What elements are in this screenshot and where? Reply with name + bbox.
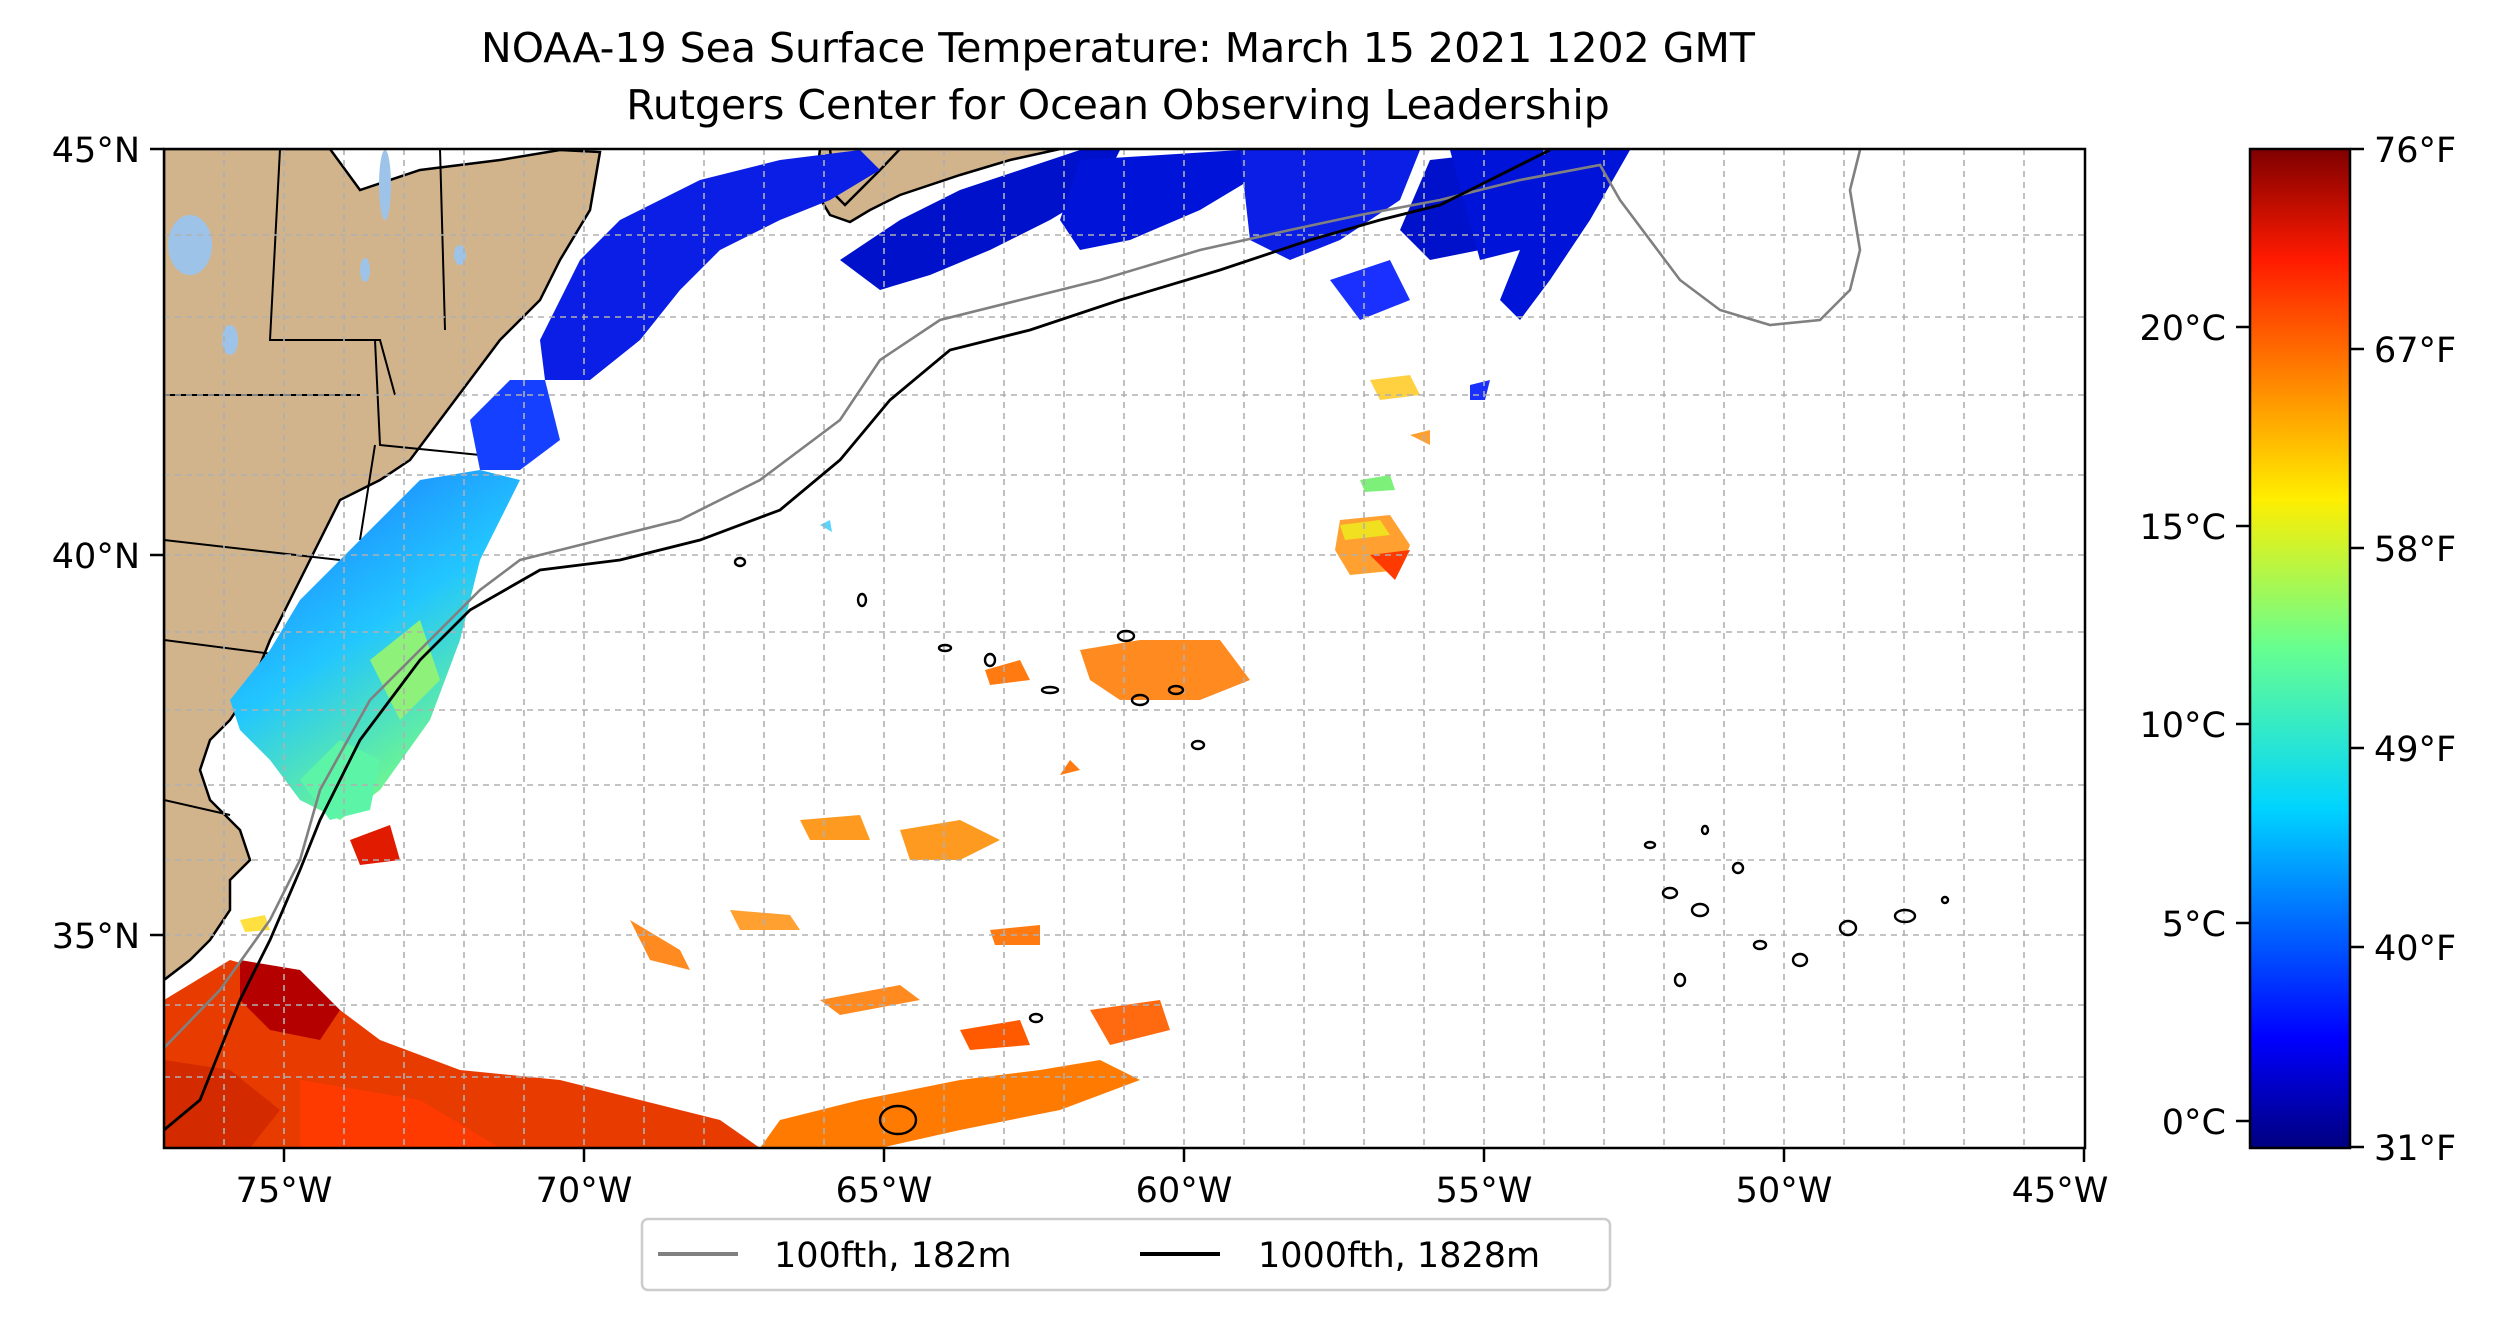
lakes bbox=[168, 150, 466, 355]
lat-tick-label: 40°N bbox=[52, 537, 140, 577]
legend-label-100fth: 100fth, 182m bbox=[774, 1236, 1012, 1276]
colorbar-c-label: 15°C bbox=[2140, 508, 2226, 548]
colorbar-c-label: 5°C bbox=[2162, 905, 2226, 945]
map-grid bbox=[164, 149, 2085, 1148]
lon-tick-label: 60°W bbox=[1136, 1171, 1233, 1211]
lat-tick-label: 45°N bbox=[52, 131, 140, 171]
seamount-contours bbox=[733, 556, 1950, 1136]
map-frame bbox=[162, 147, 2087, 1150]
colorbar-gradient bbox=[2248, 147, 2352, 1150]
lon-tick-label: 70°W bbox=[536, 1171, 633, 1211]
colorbar-c-label: 20°C bbox=[2140, 309, 2226, 349]
sst-data-overlay bbox=[164, 150, 1630, 1148]
lon-tick-label: 50°W bbox=[1736, 1171, 1833, 1211]
colorbar-f-label: 40°F bbox=[2374, 929, 2456, 969]
map-title-line2: Rutgers Center for Ocean Observing Leade… bbox=[626, 81, 1610, 129]
map-area: 45°N 40°N 35°N 75°W 70°W 65°W 60°W 55°W … bbox=[52, 131, 2109, 1211]
lat-tick-label: 35°N bbox=[52, 917, 140, 957]
colorbar-f-label: 31°F bbox=[2374, 1129, 2456, 1169]
colorbar-c-label: 10°C bbox=[2140, 706, 2226, 746]
lon-tick-label: 55°W bbox=[1436, 1171, 1533, 1211]
lon-tick-label: 75°W bbox=[236, 1171, 333, 1211]
colorbar-f-label: 49°F bbox=[2374, 730, 2456, 770]
legend-box bbox=[640, 1217, 1612, 1292]
lon-axis bbox=[282, 1148, 2086, 1162]
land-mass bbox=[164, 149, 602, 982]
lon-tick-label: 45°W bbox=[2012, 1171, 2109, 1211]
isobath-100fth-line bbox=[164, 149, 1862, 1049]
map-title-line1: NOAA-19 Sea Surface Temperature: March 1… bbox=[481, 24, 1756, 72]
sst-colorbar: 20°C 15°C 10°C 5°C 0°C 76°F 67°F 58°F 49… bbox=[2140, 131, 2457, 1169]
isobath-legend: 100fth, 182m 1000fth, 1828m bbox=[640, 1217, 1612, 1292]
colorbar-f-label: 58°F bbox=[2374, 530, 2456, 570]
colorbar-f-label: 67°F bbox=[2374, 331, 2456, 371]
colorbar-c-label: 0°C bbox=[2162, 1103, 2226, 1143]
legend-label-1000fth: 1000fth, 1828m bbox=[1258, 1236, 1540, 1276]
isobath-1000fth-line bbox=[164, 149, 1551, 1132]
lon-tick-label: 65°W bbox=[836, 1171, 933, 1211]
lat-axis bbox=[150, 147, 164, 937]
colorbar-f-label: 76°F bbox=[2374, 131, 2456, 171]
